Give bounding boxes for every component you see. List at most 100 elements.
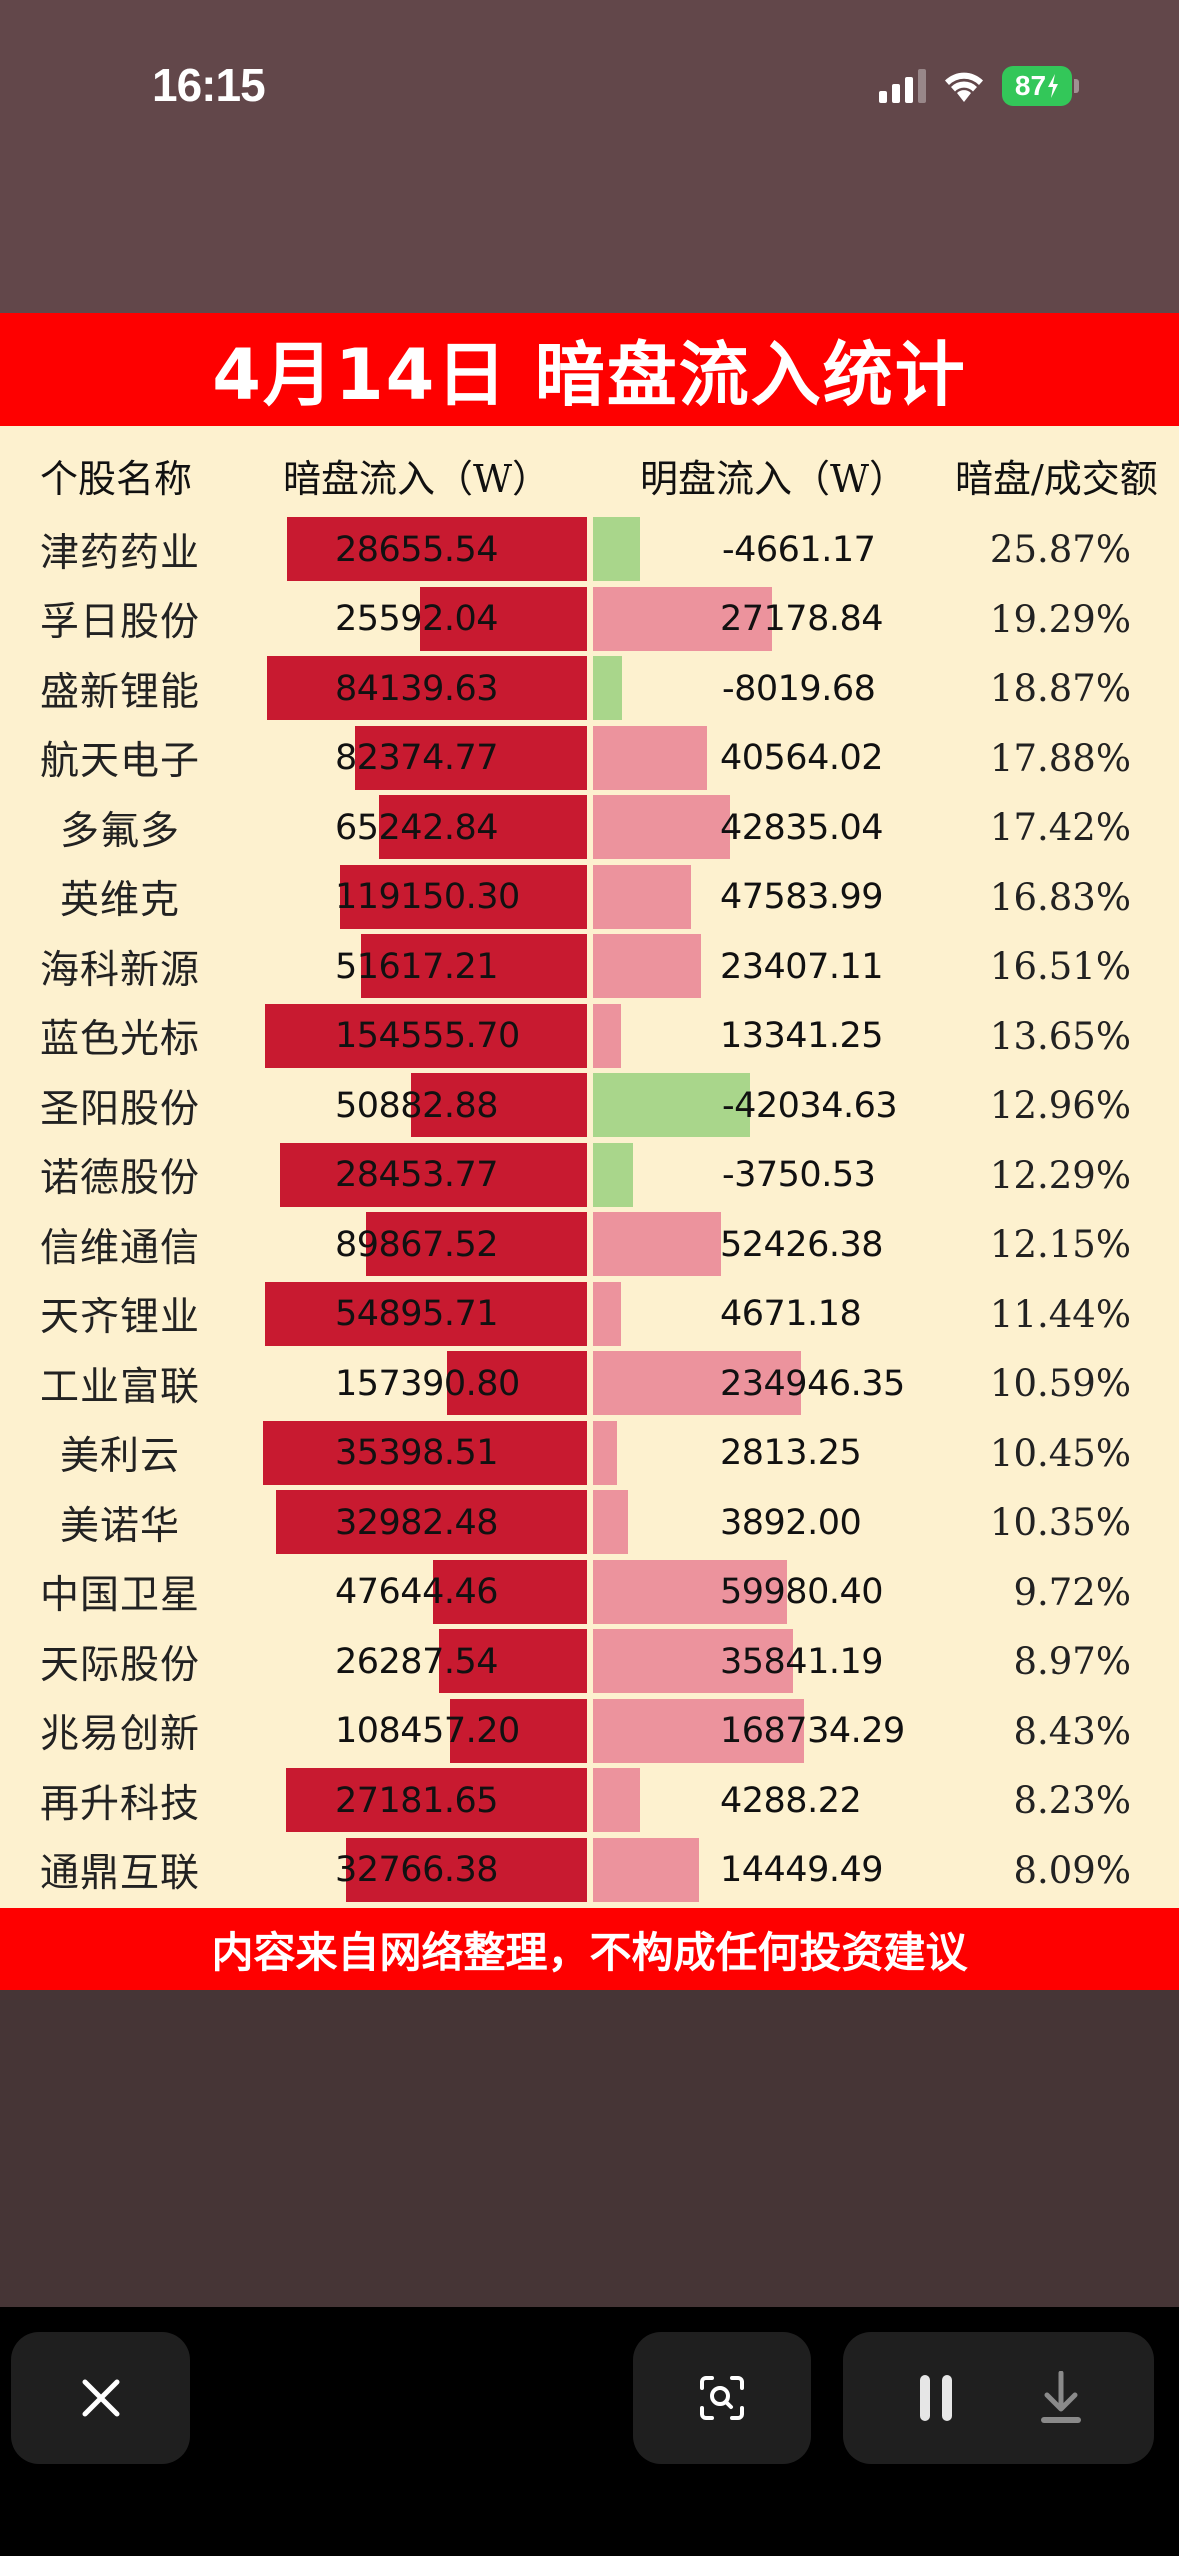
table-row: 通鼎互联 32766.38 14449.49 8.09% <box>0 1836 1179 1906</box>
dark-ratio-value: 16.83% <box>989 875 1131 919</box>
dark-inflow-value: 54895.71 <box>335 1294 499 1335</box>
light-inflow-bar <box>593 1559 787 1624</box>
dark-ratio-value: 18.87% <box>989 667 1131 711</box>
dark-ratio-value: 16.51% <box>989 945 1131 989</box>
light-inflow-value: 47583.99 <box>720 877 884 918</box>
stock-name: 再升科技 <box>39 1781 200 1827</box>
stock-name: 诺德股份 <box>39 1156 200 1202</box>
dark-ratio-value: 8.09% <box>1013 1848 1131 1892</box>
stock-name: 孚日股份 <box>39 600 200 646</box>
dark-inflow-bar <box>265 1003 587 1068</box>
dark-inflow-bar <box>265 1281 587 1346</box>
light-inflow-value: 40564.02 <box>720 738 884 779</box>
light-inflow-bar <box>593 1142 633 1207</box>
table-row: 英维克 119150.30 47583.99 16.83% <box>0 863 1179 933</box>
dark-inflow-value: 154555.70 <box>335 1016 520 1057</box>
light-inflow-bar <box>593 725 707 790</box>
dark-inflow-bar <box>355 725 587 790</box>
light-inflow-value: -3750.53 <box>722 1155 876 1196</box>
dark-inflow-value: 84139.63 <box>335 668 499 709</box>
wifi-icon <box>945 72 983 102</box>
light-inflow-bar <box>593 1629 793 1693</box>
dark-inflow-bar <box>340 864 587 929</box>
dark-inflow-bar <box>287 517 587 581</box>
light-inflow-bar <box>593 1490 628 1554</box>
light-inflow-value: 42835.04 <box>720 807 884 848</box>
light-inflow-value: 35841.19 <box>720 1641 884 1682</box>
visual-lookup-button[interactable] <box>633 2332 811 2464</box>
table-row: 孚日股份 25592.04 27178.84 19.29% <box>0 585 1179 655</box>
light-inflow-bar <box>593 795 730 859</box>
light-inflow-bar <box>593 864 691 929</box>
table-row: 信维通信 89867.52 52426.38 12.15% <box>0 1210 1179 1280</box>
dark-ratio-value: 13.65% <box>989 1014 1131 1058</box>
col-header-dark-inflow: 暗盘流入（W） <box>283 457 551 501</box>
download-button[interactable] <box>1016 2348 1106 2448</box>
dark-inflow-bar <box>433 1559 587 1624</box>
dark-inflow-value: 28453.77 <box>335 1155 499 1196</box>
close-icon <box>82 2379 119 2417</box>
light-inflow-value: 4671.18 <box>720 1294 862 1335</box>
dark-ratio-value: 8.97% <box>1013 1640 1131 1684</box>
dark-ratio-value: 25.87% <box>989 528 1131 572</box>
light-inflow-value: 14449.49 <box>720 1850 884 1891</box>
stock-name: 圣阳股份 <box>39 1086 200 1132</box>
table-row: 工业富联 157390.80 234946.35 10.59% <box>0 1349 1179 1419</box>
stock-name: 中国卫星 <box>39 1573 200 1619</box>
stock-name: 工业富联 <box>39 1364 200 1410</box>
battery-charging-icon: 87 <box>1002 66 1079 106</box>
table-row: 兆易创新 108457.20 168734.29 8.43% <box>0 1697 1179 1767</box>
dark-inflow-bar <box>439 1629 587 1693</box>
dark-ratio-value: 10.59% <box>989 1362 1131 1406</box>
dark-ratio-value: 10.45% <box>989 1431 1131 1475</box>
light-inflow-bar <box>593 1003 621 1068</box>
dark-ratio-value: 19.29% <box>989 597 1131 641</box>
stock-name: 多氟多 <box>59 808 180 854</box>
stock-name: 美利云 <box>59 1434 180 1480</box>
dark-inflow-bar <box>286 1768 587 1832</box>
light-inflow-bar <box>593 586 772 651</box>
light-inflow-value: 13341.25 <box>720 1016 884 1057</box>
stock-name: 盛新锂能 <box>39 669 200 715</box>
dark-inflow-bar <box>366 1212 587 1276</box>
light-inflow-value: 168734.29 <box>720 1711 905 1752</box>
close-button[interactable] <box>11 2332 190 2464</box>
dark-inflow-bar <box>276 1490 587 1554</box>
table-row: 津药药业 28655.54 -4661.17 25.87% <box>0 515 1179 585</box>
dark-inflow-bar <box>280 1142 587 1207</box>
dark-ratio-value: 17.88% <box>989 736 1131 780</box>
disclaimer-banner: 内容来自网络整理，不构成任何投资建议 <box>0 1908 1179 1990</box>
table-row: 美诺华 32982.48 3892.00 10.35% <box>0 1488 1179 1558</box>
status-icons: 87 <box>879 64 1079 108</box>
light-inflow-value: 23407.11 <box>720 946 884 987</box>
dark-inflow-bar <box>267 656 587 720</box>
dark-ratio-value: 17.42% <box>989 806 1131 850</box>
table-row: 航天电子 82374.77 40564.02 17.88% <box>0 724 1179 794</box>
dark-ratio-value: 8.43% <box>1013 1709 1131 1753</box>
light-inflow-value: 59980.40 <box>720 1572 884 1613</box>
table-row: 美利云 35398.51 2813.25 10.45% <box>0 1419 1179 1489</box>
dark-inflow-bar <box>379 795 587 859</box>
download-icon <box>1041 2371 1082 2423</box>
stock-name: 英维克 <box>59 878 180 924</box>
light-inflow-bar <box>593 1420 617 1485</box>
status-area: 16:15 87 <box>0 0 1179 313</box>
table-row: 多氟多 65242.84 42835.04 17.42% <box>0 793 1179 863</box>
stock-flow-poster: 4月14日 暗盘流入统计 个股名称 暗盘流入（W） 明盘流入（W） 暗盘/成交额… <box>0 313 1179 1990</box>
dark-inflow-value: 26287.54 <box>335 1641 499 1682</box>
table-row: 盛新锂能 84139.63 -8019.68 18.87% <box>0 654 1179 724</box>
dark-inflow-value: 108457.20 <box>335 1711 520 1752</box>
stock-name: 通鼎互联 <box>39 1851 200 1897</box>
dark-inflow-value: 47644.46 <box>335 1572 499 1613</box>
signal-icon <box>879 69 926 103</box>
pause-icon <box>919 2375 952 2421</box>
pause-button[interactable] <box>891 2348 981 2448</box>
dark-inflow-value: 32982.48 <box>335 1502 499 1543</box>
dark-ratio-value: 10.35% <box>989 1501 1131 1545</box>
stock-name: 信维通信 <box>39 1225 200 1271</box>
dark-inflow-bar <box>420 586 587 651</box>
col-header-ratio: 暗盘/成交额 <box>955 457 1158 501</box>
dark-inflow-value: 28655.54 <box>335 529 499 570</box>
dark-inflow-value: 25592.04 <box>335 599 499 640</box>
light-inflow-value: 2813.25 <box>720 1433 862 1474</box>
